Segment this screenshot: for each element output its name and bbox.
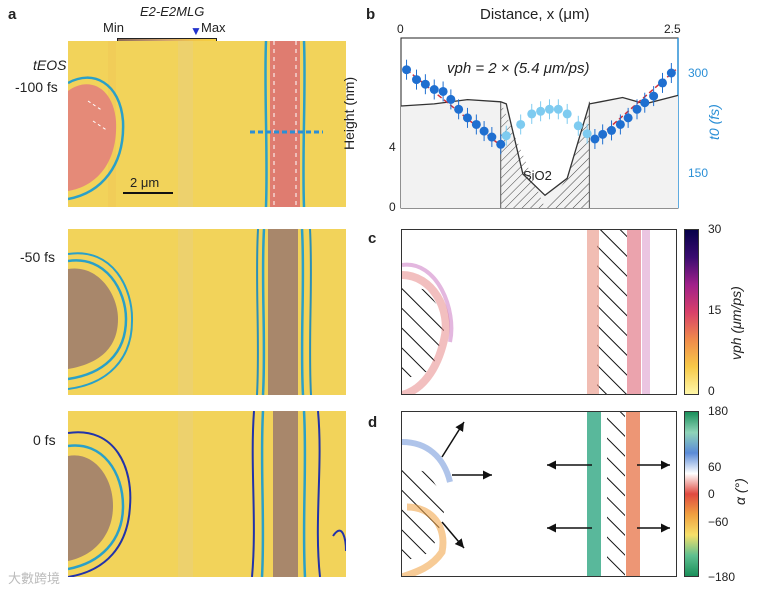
- vph-colorbar-label: vph (μm/ps): [728, 286, 744, 360]
- t0-point-graphene: [496, 139, 506, 149]
- arrow-down-icon: ▼: [190, 24, 202, 38]
- height-profile: [400, 94, 679, 208]
- panel-letter-a: a: [8, 6, 17, 23]
- t0-point-sio2: [582, 129, 592, 139]
- time-label-minus50: -50 fs: [20, 249, 56, 265]
- alpha-tick-minus180: −180: [708, 570, 736, 584]
- t0-point-sio2: [516, 119, 526, 129]
- t0-point-graphene: [649, 91, 659, 101]
- t0-point-graphene: [487, 132, 497, 142]
- vph-colorbar: [684, 229, 699, 395]
- panel-letter-d: d: [368, 414, 378, 431]
- alpha-colorbar: [684, 411, 699, 577]
- alpha-map: [401, 411, 677, 577]
- t0-point-graphene: [623, 113, 633, 123]
- vph-tick-30: 30: [708, 222, 722, 236]
- t0-point-graphene: [446, 94, 456, 104]
- t0-point-sio2: [501, 131, 511, 141]
- t0-point-graphene: [666, 68, 676, 78]
- t0-points: [402, 59, 677, 155]
- velocity-annotation: vph = 2 × (5.4 μm/ps): [447, 60, 590, 77]
- alpha-colorbar-label: α (°): [732, 478, 748, 505]
- eos-map-minus50: [68, 229, 346, 395]
- colorbar-title: E2-E2MLG: [140, 4, 205, 19]
- time-label-0: 0 fs: [33, 432, 56, 448]
- left-tick-4: 4: [389, 140, 396, 154]
- t0-point-graphene: [471, 119, 481, 129]
- t0-point-graphene: [640, 98, 650, 108]
- t0-point-sio2: [544, 104, 554, 114]
- top-tick-2-5: 2.5: [664, 22, 681, 36]
- t0-point-sio2: [536, 106, 546, 116]
- eos-map-0: [68, 411, 346, 577]
- t0-point-graphene: [454, 104, 464, 114]
- t0-point-graphene: [657, 78, 667, 88]
- alpha-tick-180: 180: [708, 404, 729, 418]
- t0-point-graphene: [607, 125, 617, 135]
- panel-letter-c: c: [368, 230, 377, 247]
- vph-map: [401, 229, 677, 395]
- top-axis-label: Distance, x (μm): [480, 6, 590, 23]
- t0-point-sio2: [562, 109, 572, 119]
- t0-point-graphene: [429, 85, 439, 94]
- left-tick-0: 0: [389, 200, 396, 214]
- height-profile-line: [400, 94, 679, 197]
- vph-tick-15: 15: [708, 303, 722, 317]
- height-profile-fill: [401, 95, 678, 208]
- scale-bar-label: 2 μm: [130, 175, 160, 190]
- t0-point-sio2: [553, 104, 563, 114]
- panel-letter-b: b: [366, 6, 376, 23]
- colorbar-max-label: Max: [201, 20, 226, 35]
- colorbar-min-label: Min: [103, 20, 124, 35]
- substrate-hatch: [500, 101, 590, 208]
- alpha-tick-0: 0: [708, 487, 715, 501]
- t0-point-graphene: [420, 79, 430, 89]
- t0-point-graphene: [632, 104, 642, 114]
- time-axis-label: tEOS: [33, 57, 67, 73]
- t0-point-graphene: [462, 113, 472, 123]
- t0-point-sio2: [527, 109, 537, 119]
- eos-map-minus100: 2 μm: [68, 41, 346, 207]
- right-tick-300: 300: [688, 66, 709, 80]
- alpha-tick-60: 60: [708, 460, 722, 474]
- top-tick-0: 0: [397, 22, 404, 36]
- t0-point-graphene: [598, 129, 608, 139]
- watermark: 大數跨境: [8, 571, 61, 586]
- time-label-minus100: -100 fs: [15, 79, 58, 95]
- t0-point-graphene: [412, 75, 422, 85]
- t0-point-graphene: [402, 65, 412, 75]
- alpha-tick-minus60: −60: [708, 515, 729, 529]
- t0-point-sio2: [573, 121, 583, 131]
- t0-point-graphene: [438, 86, 448, 96]
- vph-tick-0: 0: [708, 384, 715, 398]
- t0-point-graphene: [479, 126, 489, 136]
- t0-point-graphene: [590, 134, 600, 144]
- right-tick-150: 150: [688, 166, 709, 180]
- t0-point-graphene: [615, 119, 625, 129]
